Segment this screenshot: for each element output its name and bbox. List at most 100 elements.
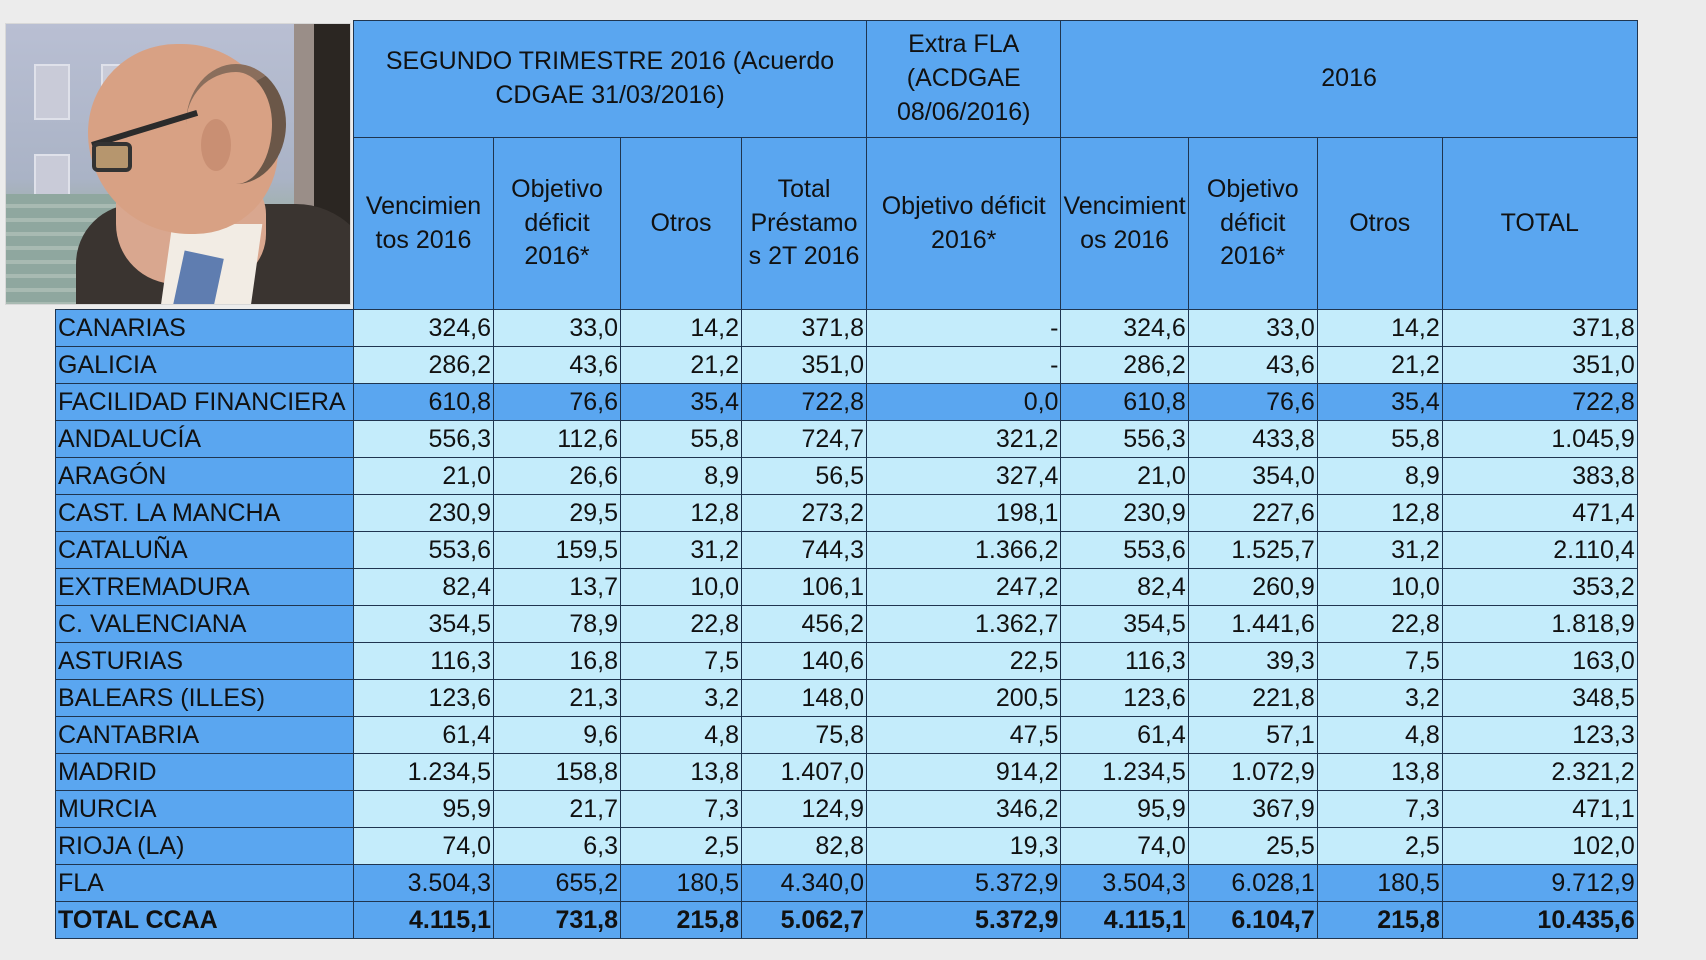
region-label: BALEARS (ILLES) [55, 679, 354, 717]
value-objetivo-deficit-2016: 1.441,6 [1187, 605, 1318, 643]
header-group-row: SEGUNDO TRIMESTRE 2016 (Acuerdo CDGAE 31… [56, 20, 1638, 138]
portrait-photo [5, 23, 351, 305]
region-label: FLA [55, 864, 354, 902]
col-header-total-prestamos-2t: Total Préstamo s 2T 2016 [741, 137, 867, 310]
value-objetivo-deficit-2t: 29,5 [493, 494, 621, 532]
value-objetivo-deficit-2016: 354,0 [1187, 457, 1318, 495]
value-objetivo-deficit-2t: 78,9 [493, 605, 621, 643]
value-objetivo-deficit-2t: 76,6 [493, 383, 621, 421]
value-otros-2016: 8,9 [1316, 457, 1443, 495]
region-label: RIOJA (LA) [55, 827, 354, 865]
value-objetivo-deficit-extra-fla: 5.372,9 [865, 864, 1062, 902]
value-total-2016: 471,1 [1441, 790, 1638, 828]
value-objetivo-deficit-2016: 1.072,9 [1187, 753, 1318, 791]
value-objetivo-deficit-2016: 76,6 [1187, 383, 1318, 421]
value-otros-2016: 2,5 [1316, 827, 1443, 865]
value-vencimientos-2t: 95,9 [353, 790, 494, 828]
value-vencimientos-2t: 556,3 [353, 420, 494, 458]
value-objetivo-deficit-2016: 33,0 [1187, 309, 1318, 347]
group-header-extra-fla: Extra FLA (ACDGAE 08/06/2016) [865, 20, 1062, 138]
value-total-prestamos-2t: 273,2 [741, 494, 867, 532]
table-row: TOTAL CCAA 4.115,1 731,8 215,8 5.062,7 5… [55, 901, 1638, 939]
table-row: CAST. LA MANCHA 230,9 29,5 12,8 273,2 19… [55, 494, 1638, 532]
value-vencimientos-2t: 354,5 [353, 605, 494, 643]
value-vencimientos-2t: 21,0 [353, 457, 494, 495]
col-header-otros-2016: Otros [1316, 137, 1443, 310]
value-objetivo-deficit-2016: 221,8 [1187, 679, 1318, 717]
value-vencimientos-2t: 324,6 [353, 309, 494, 347]
table-body: CANARIAS 324,6 33,0 14,2 371,8 - 324,6 3… [55, 309, 1638, 939]
value-otros-2t: 4,8 [620, 716, 742, 754]
value-objetivo-deficit-2t: 33,0 [493, 309, 621, 347]
region-label: ARAGÓN [55, 457, 354, 495]
value-vencimientos-2016: 230,9 [1060, 494, 1189, 532]
value-objetivo-deficit-2016: 39,3 [1187, 642, 1318, 680]
table-row: ARAGÓN 21,0 26,6 8,9 56,5 327,4 21,0 354… [55, 457, 1638, 495]
col-header-total-2016: TOTAL [1441, 137, 1638, 310]
region-label: EXTREMADURA [55, 568, 354, 606]
region-label: CANTABRIA [55, 716, 354, 754]
value-total-prestamos-2t: 124,9 [741, 790, 867, 828]
value-vencimientos-2t: 3.504,3 [353, 864, 494, 902]
group-header-segundo-trimestre: SEGUNDO TRIMESTRE 2016 (Acuerdo CDGAE 31… [353, 20, 867, 138]
region-label: TOTAL CCAA [55, 901, 354, 939]
value-vencimientos-2016: 21,0 [1060, 457, 1189, 495]
col-header-objetivo-deficit-2t: Objetivo déficit 2016* [493, 137, 621, 310]
value-objetivo-deficit-2016: 6.028,1 [1187, 864, 1318, 902]
value-objetivo-deficit-extra-fla: 321,2 [865, 420, 1062, 458]
value-vencimientos-2t: 610,8 [353, 383, 494, 421]
group-header-2016: 2016 [1060, 20, 1638, 138]
region-label: MADRID [55, 753, 354, 791]
value-vencimientos-2t: 1.234,5 [353, 753, 494, 791]
value-vencimientos-2t: 553,6 [353, 531, 494, 569]
value-otros-2t: 7,5 [620, 642, 742, 680]
value-vencimientos-2016: 123,6 [1060, 679, 1189, 717]
value-vencimientos-2t: 82,4 [353, 568, 494, 606]
value-total-2016: 722,8 [1441, 383, 1638, 421]
value-total-prestamos-2t: 140,6 [741, 642, 867, 680]
value-vencimientos-2016: 553,6 [1060, 531, 1189, 569]
value-objetivo-deficit-extra-fla: 0,0 [865, 383, 1062, 421]
value-vencimientos-2t: 4.115,1 [353, 901, 494, 939]
table-row: BALEARS (ILLES) 123,6 21,3 3,2 148,0 200… [55, 679, 1638, 717]
table-row: CATALUÑA 553,6 159,5 31,2 744,3 1.366,2 … [55, 531, 1638, 569]
value-objetivo-deficit-2t: 21,7 [493, 790, 621, 828]
table-row: MADRID 1.234,5 158,8 13,8 1.407,0 914,2 … [55, 753, 1638, 791]
col-header-vencimientos-2016: Vencimient os 2016 [1060, 137, 1189, 310]
value-objetivo-deficit-extra-fla: 1.366,2 [865, 531, 1062, 569]
value-vencimientos-2016: 610,8 [1060, 383, 1189, 421]
value-otros-2t: 215,8 [620, 901, 742, 939]
table-row: FACILIDAD FINANCIERA 610,8 76,6 35,4 722… [55, 383, 1638, 421]
value-total-2016: 471,4 [1441, 494, 1638, 532]
value-vencimientos-2t: 61,4 [353, 716, 494, 754]
value-objetivo-deficit-2016: 25,5 [1187, 827, 1318, 865]
value-objetivo-deficit-extra-fla: 47,5 [865, 716, 1062, 754]
value-total-prestamos-2t: 744,3 [741, 531, 867, 569]
value-otros-2016: 14,2 [1316, 309, 1443, 347]
value-objetivo-deficit-2t: 158,8 [493, 753, 621, 791]
background-window [34, 64, 70, 120]
background-panel [294, 24, 314, 220]
value-otros-2t: 7,3 [620, 790, 742, 828]
value-otros-2016: 3,2 [1316, 679, 1443, 717]
value-otros-2t: 3,2 [620, 679, 742, 717]
value-total-prestamos-2t: 1.407,0 [741, 753, 867, 791]
value-total-2016: 10.435,6 [1441, 901, 1638, 939]
region-label: CAST. LA MANCHA [55, 494, 354, 532]
value-vencimientos-2016: 4.115,1 [1060, 901, 1189, 939]
value-total-prestamos-2t: 722,8 [741, 383, 867, 421]
value-otros-2016: 31,2 [1316, 531, 1443, 569]
value-objetivo-deficit-2016: 43,6 [1187, 346, 1318, 384]
value-objetivo-deficit-extra-fla: 914,2 [865, 753, 1062, 791]
value-vencimientos-2016: 74,0 [1060, 827, 1189, 865]
value-vencimientos-2t: 116,3 [353, 642, 494, 680]
value-otros-2016: 215,8 [1316, 901, 1443, 939]
value-total-prestamos-2t: 724,7 [741, 420, 867, 458]
value-objetivo-deficit-2016: 227,6 [1187, 494, 1318, 532]
value-otros-2t: 10,0 [620, 568, 742, 606]
value-vencimientos-2016: 61,4 [1060, 716, 1189, 754]
value-vencimientos-2t: 230,9 [353, 494, 494, 532]
table-row: CANTABRIA 61,4 9,6 4,8 75,8 47,5 61,4 57… [55, 716, 1638, 754]
region-label: ASTURIAS [55, 642, 354, 680]
value-otros-2t: 13,8 [620, 753, 742, 791]
